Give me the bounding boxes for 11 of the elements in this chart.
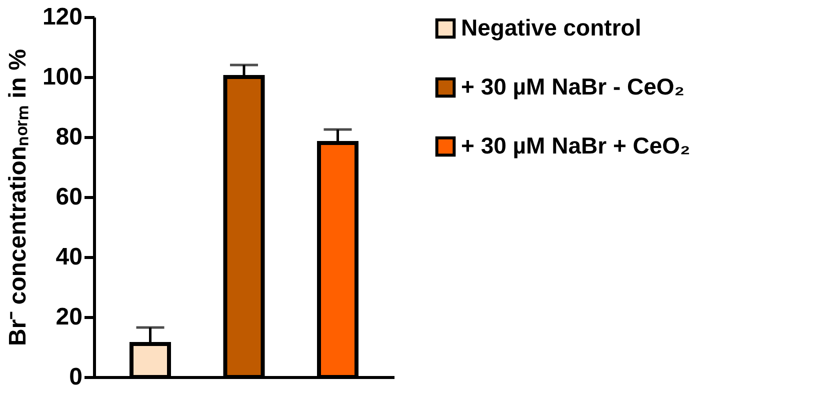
y-axis-title: Br⁻ concentrationₙₒᵣₘ in % — [4, 49, 32, 346]
legend-label: + 30 µM NaBr - CeO₂ — [461, 74, 685, 100]
y-tick-label: 120 — [42, 4, 82, 30]
y-tick-label: 40 — [56, 244, 82, 270]
y-tick-label: 100 — [42, 64, 82, 90]
y-tick-label: 80 — [56, 124, 82, 150]
y-tick-label: 60 — [56, 184, 82, 210]
y-tick-label: 0 — [69, 364, 82, 390]
legend-label: + 30 µM NaBr + CeO₂ — [461, 132, 690, 158]
legend-label: Negative control — [461, 14, 642, 40]
y-tick-label: 20 — [56, 304, 82, 330]
